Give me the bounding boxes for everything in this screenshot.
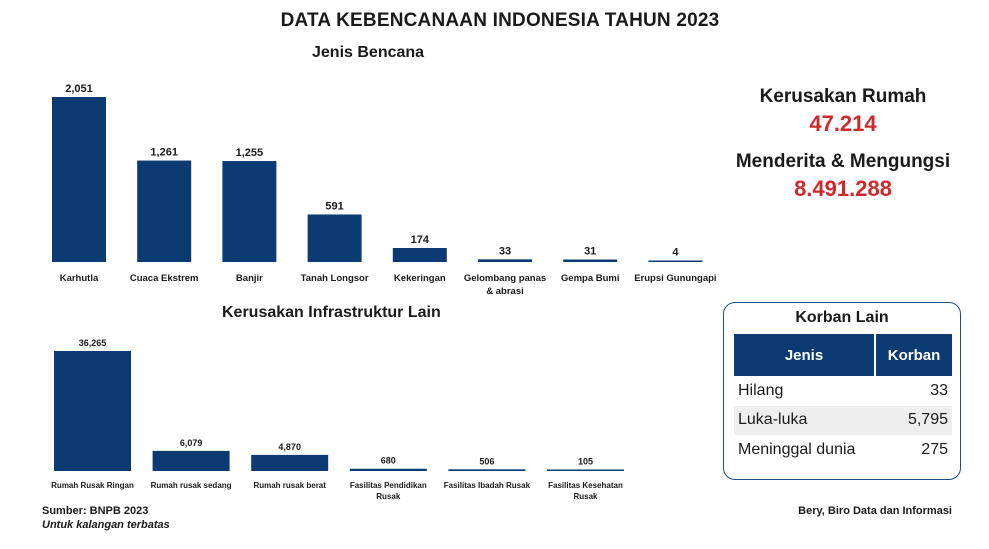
menderita-mengungsi-value: 8.491.288 — [794, 176, 892, 201]
bar — [137, 160, 192, 262]
data-label: 4 — [672, 247, 679, 259]
bar — [222, 161, 277, 262]
category-label: Erupsi Gunungapi — [634, 273, 716, 284]
row-korban: 275 — [921, 440, 948, 458]
data-label: 591 — [325, 200, 343, 212]
category-label: Kekeringan — [394, 273, 446, 284]
korban-lain-title: Korban Lain — [795, 309, 889, 326]
menderita-mengungsi-label: Menderita & Mengungsi — [735, 151, 951, 172]
category-label: Karhutla — [60, 273, 99, 284]
table-row: Hilang 33 — [734, 376, 952, 406]
bar — [648, 260, 703, 262]
column-header-korban: Korban — [874, 334, 952, 376]
menderita-mengungsi-block: Menderita & Mengungsi 8.491.288 — [722, 151, 964, 202]
korban-lain-table: Jenis Korban Hilang 33 Luka-luka 5,795 M… — [734, 334, 952, 465]
kerusakan-rumah-label: Kerusakan Rumah — [759, 86, 927, 107]
main-title: DATA KEBENCANAAN INDONESIA TAHUN 2023 — [280, 10, 720, 31]
category-label: Gempa Bumi — [561, 273, 620, 284]
data-label: 174 — [411, 234, 430, 246]
category-label: Cuaca Ekstrem — [130, 273, 199, 284]
summary-panel: Kerusakan Rumah 47.214 Menderita & Mengu… — [722, 86, 964, 216]
kerusakan-rumah-value: 47.214 — [809, 111, 877, 136]
data-label: 2,051 — [65, 83, 93, 95]
category-label: Tanah Longsor — [301, 273, 369, 284]
chart-title-jenis-bencana: Jenis Bencana — [312, 44, 425, 61]
note-text: Untuk kalangan terbatas — [42, 519, 170, 531]
column-header-jenis: Jenis — [734, 334, 875, 376]
credit-text: Bery, Biro Data dan Informasi — [798, 505, 952, 517]
category-label: Gelombang panas & abrasi — [464, 273, 546, 297]
data-label: 33 — [499, 245, 511, 257]
data-label: 1,255 — [236, 147, 264, 159]
bar — [52, 97, 106, 262]
row-jenis: Hilang — [738, 381, 784, 399]
data-label: 1,261 — [150, 147, 178, 159]
row-jenis: Meninggal dunia — [738, 440, 856, 458]
chart-title-kerusakan-infrastruktur: Kerusakan Infrastruktur Lain — [222, 304, 441, 321]
row-korban: 5,795 — [875, 405, 952, 435]
table-row: Meninggal dunia 275 — [734, 435, 952, 465]
korban-lain-panel: Korban Lain Jenis Korban Hilang 33 Luka-… — [723, 302, 961, 480]
table-row: Luka-luka 5,795 — [734, 405, 952, 435]
category-label: Banjir — [236, 273, 263, 284]
bar — [478, 259, 532, 262]
table-header-row: Jenis Korban — [734, 334, 952, 376]
source-text: Sumber: BNPB 2023 — [42, 505, 149, 517]
data-label: 31 — [584, 246, 596, 258]
bar — [392, 248, 447, 262]
kerusakan-rumah-block: Kerusakan Rumah 47.214 — [722, 86, 964, 137]
row-korban: 33 — [930, 381, 948, 399]
bar — [563, 259, 618, 262]
row-jenis: Luka-luka — [734, 405, 875, 435]
bar — [307, 214, 362, 262]
